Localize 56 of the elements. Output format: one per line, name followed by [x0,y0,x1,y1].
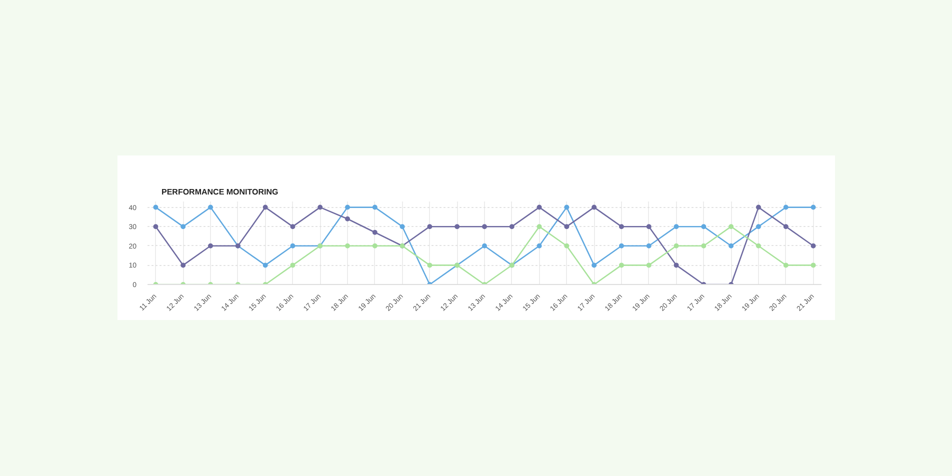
point [180,262,186,268]
point [592,204,597,210]
point [674,262,679,268]
point [536,204,542,210]
point [592,262,597,268]
point [482,243,487,248]
point [400,224,405,230]
point [290,262,296,268]
point [372,243,378,248]
point [372,204,378,210]
point [701,243,706,248]
point [536,224,542,230]
point [618,262,624,268]
point [372,230,378,235]
point [810,243,816,248]
point [646,243,652,248]
point [701,224,706,230]
point [564,243,570,248]
point [427,224,432,230]
point [208,204,214,210]
point [728,224,734,230]
point [153,204,158,210]
point [810,204,816,210]
point [180,224,186,230]
point [262,204,268,210]
point [646,262,652,268]
point [290,243,296,248]
point [810,262,816,268]
point [564,224,570,230]
point [454,224,460,230]
point [482,224,487,230]
point [618,224,624,230]
point [318,204,323,210]
point [783,262,788,268]
point [646,224,652,230]
point [783,224,788,230]
point [783,204,788,210]
point [427,262,432,268]
point [536,243,542,248]
point [756,204,761,210]
point [756,243,761,248]
point [674,243,679,248]
point [509,224,514,230]
point [345,243,350,248]
point [345,216,350,222]
point [564,204,570,210]
point [674,224,679,230]
point [290,224,296,230]
chart-title: PERFORMANCE MONITORING [162,188,278,196]
point [728,243,734,248]
point [262,262,268,268]
point [756,224,761,230]
point [618,243,624,248]
point [345,204,350,210]
point [153,224,158,230]
point [208,243,214,248]
